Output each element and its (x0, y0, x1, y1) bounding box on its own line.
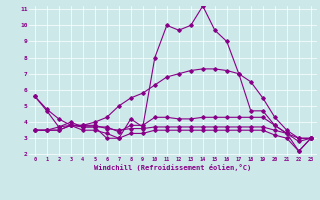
X-axis label: Windchill (Refroidissement éolien,°C): Windchill (Refroidissement éolien,°C) (94, 164, 252, 171)
